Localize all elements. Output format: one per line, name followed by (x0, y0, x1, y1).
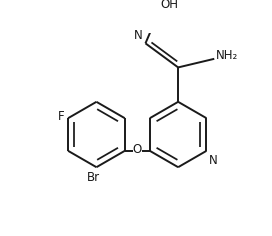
Text: Br: Br (87, 172, 100, 185)
Text: NH₂: NH₂ (216, 49, 238, 62)
Text: F: F (58, 110, 65, 123)
Text: OH: OH (160, 0, 178, 11)
Text: N: N (209, 154, 218, 167)
Text: N: N (134, 29, 143, 42)
Text: O: O (133, 143, 142, 156)
